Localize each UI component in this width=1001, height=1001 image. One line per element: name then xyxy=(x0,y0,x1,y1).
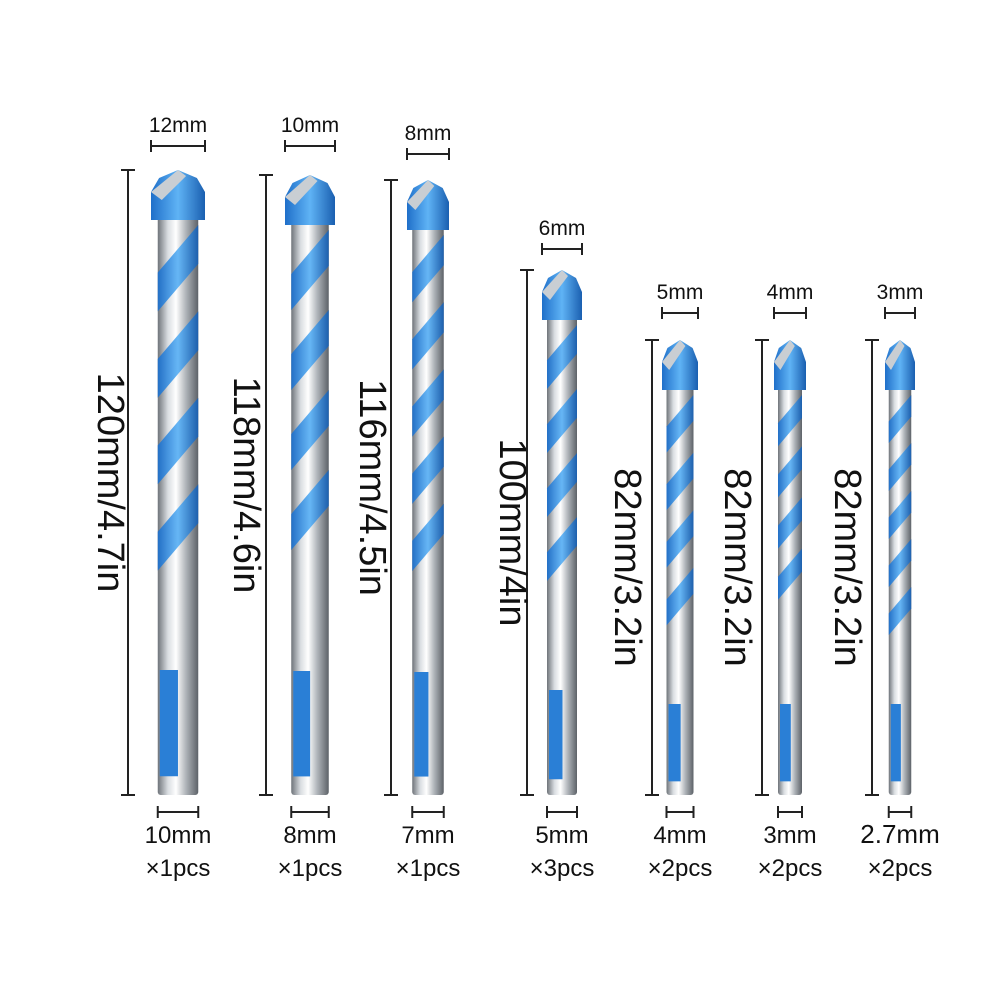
drill-bit: 82mm/3.2in 4mm 3mm ×2pcs xyxy=(716,281,822,882)
flute xyxy=(778,548,802,600)
shank-size-label: 7mm xyxy=(401,822,454,849)
shank-size-label: 8mm xyxy=(283,822,336,849)
length-label: 118mm/4.6in xyxy=(225,377,267,594)
tip-edge xyxy=(542,270,568,300)
quantity-label: ×3pcs xyxy=(530,855,595,882)
flute xyxy=(778,446,802,498)
quantity-label: ×1pcs xyxy=(278,855,343,882)
tip-edge xyxy=(407,180,435,210)
length-label: 82mm/3.2in xyxy=(826,468,868,667)
flute xyxy=(547,389,577,453)
flute xyxy=(547,517,577,581)
shank-size-label: 5mm xyxy=(535,822,588,849)
flute xyxy=(412,235,444,303)
tip-size-label: 10mm xyxy=(281,114,339,137)
tip-edge xyxy=(885,340,905,370)
length-label: 100mm/4in xyxy=(491,439,533,627)
flute xyxy=(412,369,444,437)
shank-size-label: 3mm xyxy=(763,822,816,849)
flute xyxy=(888,539,912,587)
flute xyxy=(291,390,329,470)
tip-edge xyxy=(285,175,318,205)
tip-size-label: 8mm xyxy=(405,122,452,145)
flute xyxy=(888,491,912,539)
tip-edge xyxy=(151,170,187,200)
tip-edge xyxy=(662,340,686,370)
length-label: 82mm/3.2in xyxy=(606,468,648,667)
flute xyxy=(412,503,444,571)
flute xyxy=(778,497,802,549)
shank-flat xyxy=(668,704,681,782)
shank-flat xyxy=(159,670,178,777)
flute xyxy=(888,395,912,443)
quantity-label: ×1pcs xyxy=(396,855,461,882)
flute xyxy=(666,395,694,453)
tip-edge xyxy=(774,340,795,370)
drill-bit: 100mm/4in 6mm 5mm ×3pcs xyxy=(491,217,594,882)
flute xyxy=(157,311,199,398)
flute xyxy=(291,470,329,550)
length-label: 116mm/4.5in xyxy=(351,379,393,596)
flute xyxy=(666,452,694,511)
quantity-label: ×2pcs xyxy=(868,855,933,882)
quantity-label: ×2pcs xyxy=(758,855,823,882)
flute xyxy=(412,436,444,504)
flute xyxy=(291,310,329,390)
shank-flat xyxy=(549,690,563,780)
shank-flat xyxy=(780,704,791,782)
quantity-label: ×1pcs xyxy=(146,855,211,882)
flute xyxy=(157,484,199,571)
drill-bit: 82mm/3.2in 3mm 2.7mm ×2pcs xyxy=(826,281,940,882)
shank-flat xyxy=(414,672,429,777)
drill-bit: 120mm/4.7in 12mm 10mm ×1pcs xyxy=(89,114,211,882)
shank-size-label: 10mm xyxy=(145,822,212,849)
flute xyxy=(157,225,199,312)
length-label: 82mm/3.2in xyxy=(716,468,758,667)
flute xyxy=(157,397,199,485)
shank-size-label: 4mm xyxy=(653,822,706,849)
drill-bit: 82mm/3.2in 5mm 4mm ×2pcs xyxy=(606,281,712,882)
tip-size-label: 4mm xyxy=(767,281,814,304)
shank-flat xyxy=(293,671,311,777)
flute xyxy=(778,395,802,447)
shank-flat xyxy=(890,704,901,782)
drill-bit: 116mm/4.5in 8mm 7mm ×1pcs xyxy=(351,122,460,882)
flute xyxy=(412,302,444,370)
quantity-label: ×2pcs xyxy=(648,855,713,882)
flute xyxy=(547,453,577,517)
tip-size-label: 3mm xyxy=(877,281,924,304)
flute xyxy=(547,325,577,389)
flute xyxy=(666,510,694,568)
flute xyxy=(666,567,694,626)
tip-size-label: 6mm xyxy=(539,217,586,240)
flute xyxy=(888,587,912,635)
drill-bit: 118mm/4.6in 10mm 8mm ×1pcs xyxy=(225,114,342,882)
tip-size-label: 12mm xyxy=(149,114,207,137)
tip-size-label: 5mm xyxy=(657,281,704,304)
shank-size-label: 2.7mm xyxy=(860,819,939,849)
flute xyxy=(291,230,329,310)
length-label: 120mm/4.7in xyxy=(89,373,131,593)
flute xyxy=(888,443,912,491)
